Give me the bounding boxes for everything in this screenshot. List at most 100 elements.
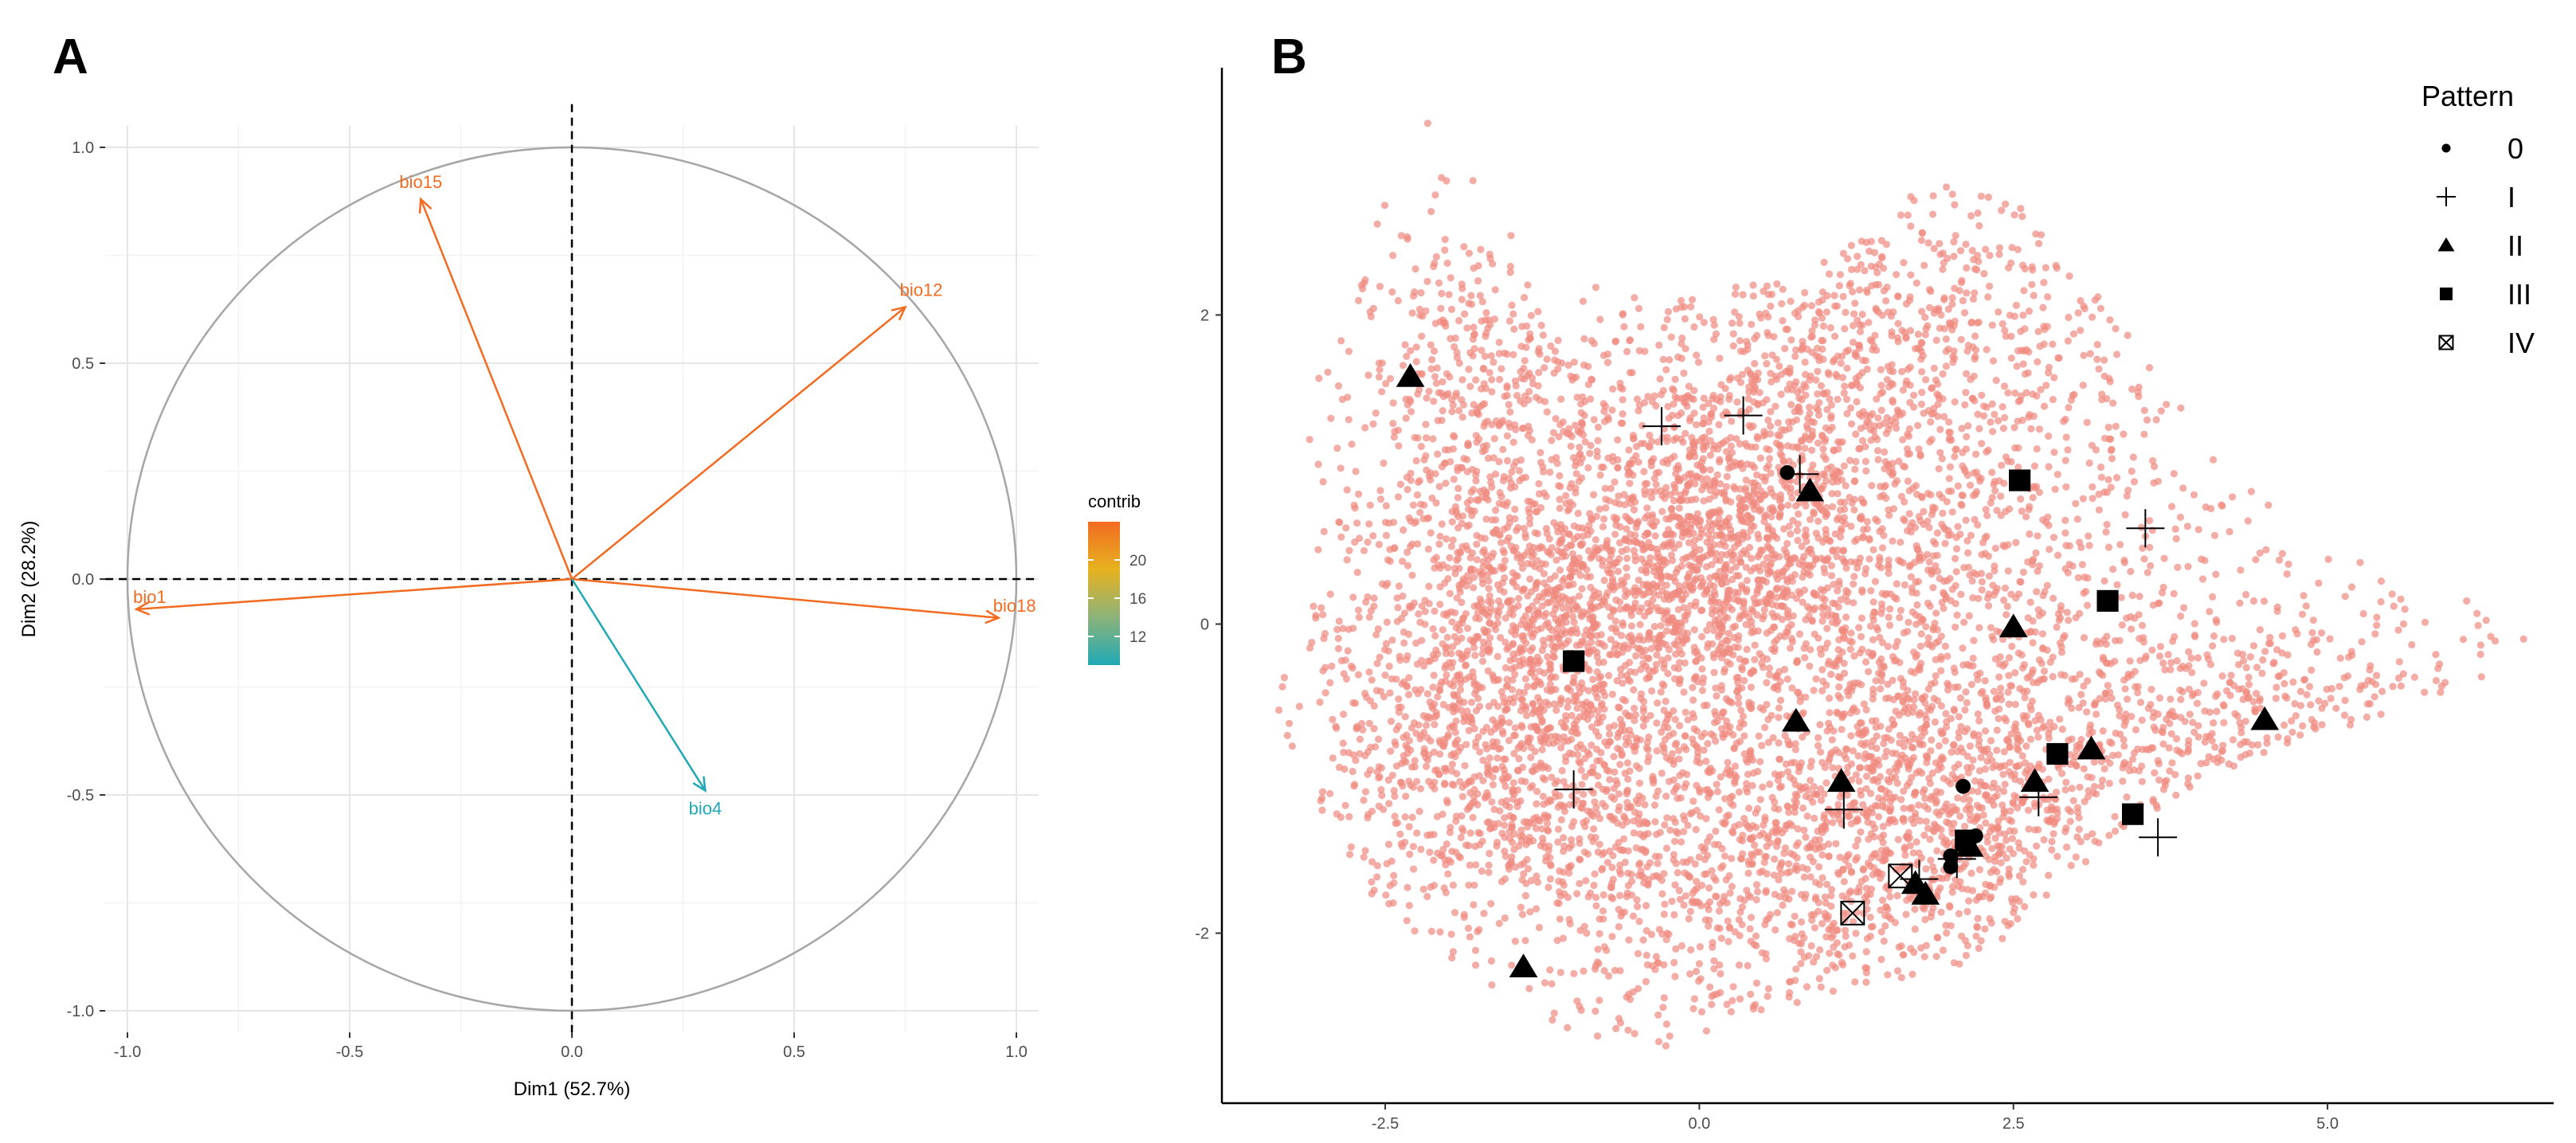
background-point [1444, 733, 1452, 741]
background-point [1349, 624, 1357, 632]
background-point [1632, 761, 1641, 770]
background-point [1830, 332, 1839, 340]
background-point [1449, 643, 1457, 651]
background-point [1349, 767, 1357, 776]
background-point [1654, 1011, 1662, 1019]
background-point [1520, 551, 1528, 560]
panel-letter-b: B [1271, 29, 1307, 84]
background-point [1772, 828, 1780, 837]
background-point [2002, 332, 2010, 340]
background-point [1631, 704, 1638, 712]
background-point [1722, 408, 1730, 416]
background-point [1405, 691, 1413, 699]
background-point [1611, 624, 1619, 632]
background-point [1557, 695, 1565, 703]
background-point [1511, 724, 1519, 732]
background-point [1664, 307, 1673, 315]
background-point [1877, 906, 1885, 914]
background-point [1771, 402, 1779, 410]
background-point [1952, 806, 1961, 814]
background-point [1537, 738, 1545, 746]
background-point [1620, 835, 1628, 843]
background-point [1767, 422, 1775, 430]
background-point [1729, 533, 1737, 541]
background-point [1851, 978, 1859, 986]
background-point [1885, 621, 1894, 629]
background-point [1494, 581, 1502, 589]
background-point [1777, 503, 1785, 511]
background-point [1469, 352, 1477, 360]
background-point [1474, 695, 1482, 703]
background-point [1510, 750, 1518, 757]
background-point [1791, 746, 1799, 754]
background-point [1717, 773, 1725, 781]
background-point [1697, 554, 1706, 562]
background-point [1926, 602, 1934, 610]
background-point [1777, 495, 1785, 503]
background-point [1380, 693, 1388, 701]
background-point [1675, 504, 1683, 512]
background-point [1882, 695, 1890, 703]
background-point [1373, 873, 1381, 881]
background-point [1773, 842, 1781, 851]
background-point [1438, 520, 1446, 528]
background-point [2183, 523, 2191, 530]
background-point [1854, 564, 1862, 572]
background-point [1791, 808, 1799, 816]
background-point [1932, 759, 1940, 767]
background-point [2120, 761, 2128, 769]
background-point [1423, 394, 1431, 402]
background-point [1892, 643, 1900, 651]
colorbar-title: contrib [1088, 491, 1141, 511]
background-point [1710, 588, 1718, 596]
background-point [1706, 487, 1714, 495]
background-point [1529, 768, 1537, 776]
background-point [1706, 983, 1714, 991]
background-point [1943, 800, 1951, 808]
background-point [1722, 517, 1730, 526]
background-point [1548, 626, 1556, 635]
background-point [1748, 781, 1756, 790]
background-point [1423, 722, 1431, 730]
background-point [1590, 339, 1598, 347]
background-point [1961, 706, 1969, 714]
background-point [1964, 549, 1972, 557]
background-point [1408, 571, 1416, 579]
background-point [1565, 800, 1573, 808]
background-point [1842, 482, 1850, 490]
background-point [2011, 700, 2019, 709]
background-point [1917, 944, 1925, 952]
background-point [1427, 476, 1435, 484]
background-point [1614, 650, 1622, 658]
background-point [1746, 925, 1754, 933]
background-point [1924, 634, 1932, 642]
background-point [1834, 587, 1842, 595]
background-point [1587, 741, 1595, 750]
background-point [2043, 581, 2051, 589]
background-point [2130, 478, 2138, 486]
background-point [1566, 573, 1574, 581]
background-point [1974, 521, 1982, 529]
background-point [1885, 506, 1893, 514]
background-point [2033, 726, 2041, 734]
background-point [1747, 683, 1755, 691]
background-point [1574, 750, 1582, 759]
background-point [1658, 890, 1666, 898]
background-point [1427, 529, 1435, 537]
background-point [1932, 609, 1940, 617]
background-point [1607, 651, 1615, 659]
background-point [1713, 788, 1721, 796]
background-point [1971, 450, 1980, 458]
background-point [1730, 483, 1738, 491]
background-point [2038, 630, 2046, 638]
background-point [2210, 632, 2218, 640]
background-point [1850, 679, 1858, 687]
background-point [1448, 396, 1456, 404]
background-point [1705, 518, 1713, 526]
background-point [1403, 548, 1411, 557]
background-point [1624, 644, 1632, 652]
background-point [1391, 428, 1399, 436]
colorbar-tick-label: 12 [1129, 629, 1146, 646]
background-point [1759, 663, 1767, 671]
